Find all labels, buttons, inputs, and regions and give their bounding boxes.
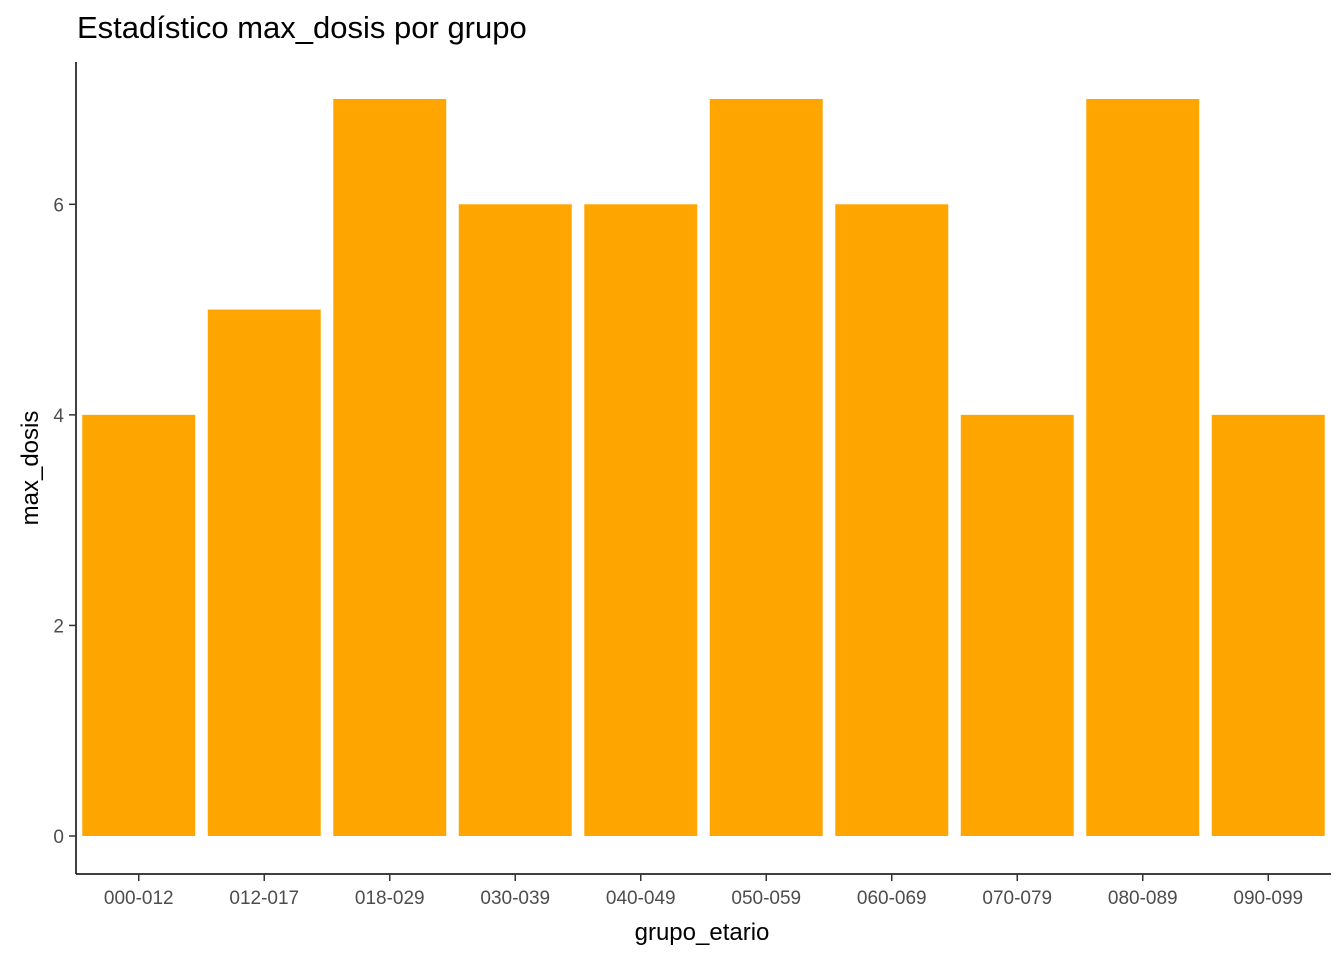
x-tick-label: 018-029: [355, 888, 425, 909]
x-tick-label: 090-099: [1233, 888, 1303, 909]
x-axis-ticks: 000-012 012-017 018-029 030-039 040-049 050-0…: [104, 874, 1303, 909]
bar-012-017: [207, 309, 321, 837]
bar-080-089: [1086, 99, 1200, 836]
x-tick-label: 000-012: [104, 888, 174, 909]
x-tick-label: 050-059: [731, 888, 801, 909]
bar-060-069: [835, 204, 949, 837]
x-tick-label: 012-017: [229, 888, 299, 909]
bar-000-012: [82, 414, 196, 836]
chart-title: Estadístico max_dosis por grupo: [77, 10, 527, 45]
bars-group: [82, 99, 1325, 837]
y-axis-title: max_dosis: [17, 411, 44, 526]
y-tick-label: 0: [53, 827, 64, 848]
bar-040-049: [584, 204, 698, 837]
bar-090-099: [1211, 414, 1325, 836]
x-tick-label: 070-079: [982, 888, 1052, 909]
bar-070-079: [960, 414, 1074, 836]
y-tick-label: 2: [53, 616, 64, 637]
y-axis-ticks: 0 2 4 6: [53, 195, 76, 848]
x-tick-label: 060-069: [857, 888, 927, 909]
y-tick-label: 6: [53, 195, 64, 216]
x-tick-label: 080-089: [1108, 888, 1178, 909]
bar-050-059: [709, 99, 823, 836]
y-tick-label: 4: [53, 406, 64, 427]
x-axis-title: grupo_etario: [635, 919, 770, 946]
x-tick-label: 030-039: [480, 888, 550, 909]
x-tick-label: 040-049: [606, 888, 676, 909]
bar-018-029: [333, 99, 447, 836]
bar-030-039: [458, 204, 572, 837]
